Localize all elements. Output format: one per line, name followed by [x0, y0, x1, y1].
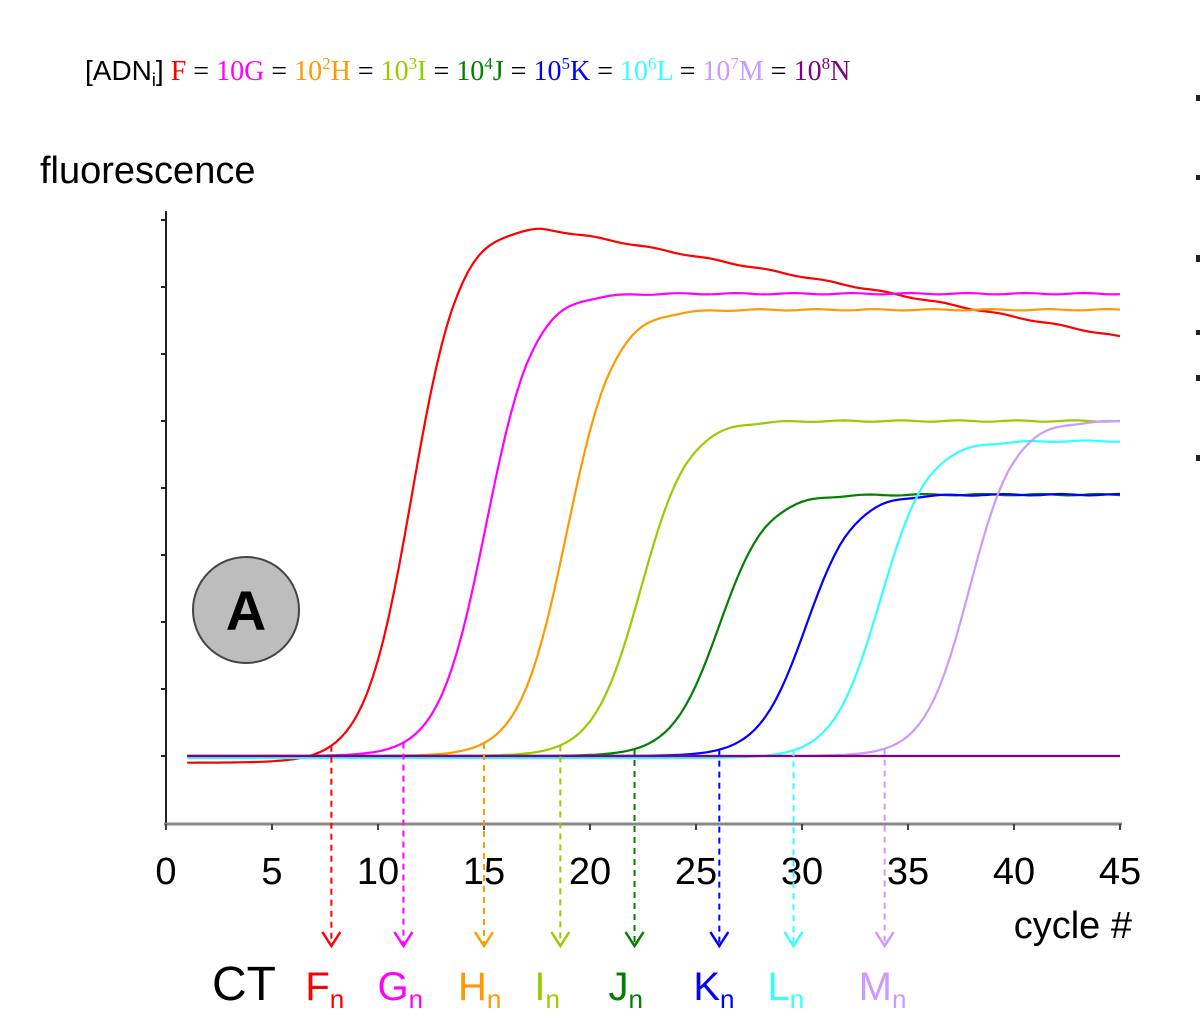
eq-term-k-base: 10 [533, 56, 561, 87]
eq-sep-13: = [673, 56, 703, 87]
eq-term-n-base: 10 [794, 56, 822, 87]
eq-sep-7: = [426, 56, 456, 87]
x-tick-label-35: 35 [887, 851, 929, 893]
ct-label-i: In [534, 965, 560, 1014]
x-ticks: 0 5 10 15 20 25 30 35 40 45 [155, 824, 1141, 893]
eq-term-j-exp: 4 [484, 54, 493, 73]
x-tick-label-40: 40 [993, 851, 1035, 893]
x-tick-label-0: 0 [155, 851, 176, 893]
curve-l [187, 439, 1121, 760]
eq-term-n-letter: N [830, 56, 850, 87]
eq-term-m-letter: M [739, 56, 764, 87]
x-axis-label: cycle # [1014, 905, 1132, 947]
eq-term-m-base: 10 [702, 56, 730, 87]
eq-term-k-exp: 5 [561, 54, 570, 73]
eq-term-j-base: 10 [456, 56, 484, 87]
eq-term-i-letter: I [417, 56, 426, 87]
ct-arrow-m [874, 931, 895, 949]
eq-term-g: 10G [216, 56, 264, 87]
x-tick-label-5: 5 [261, 851, 282, 893]
y-ticks [161, 219, 166, 757]
ct-arrow-h [473, 931, 495, 949]
eq-sep-11: = [590, 56, 620, 87]
curve-f [187, 227, 1121, 764]
eq-term-j-letter: J [493, 56, 504, 87]
eq-term-l-exp: 6 [648, 54, 657, 73]
panel-badge: A [192, 556, 300, 664]
x-tick-label-10: 10 [357, 851, 399, 893]
ct-arrow-j [624, 931, 645, 949]
curve-i [187, 419, 1121, 758]
eq-sep-1: = [186, 56, 216, 87]
ct-label-m: Mn [859, 965, 907, 1014]
axes [164, 211, 1122, 826]
x-tick-label-30: 30 [781, 851, 823, 893]
ct-arrow-f [321, 931, 342, 949]
eq-term-k-letter: K [570, 56, 590, 87]
curve-g [187, 291, 1121, 758]
x-tick-label-20: 20 [569, 851, 611, 893]
ct-label-k: Kn [693, 965, 734, 1014]
equation-label-close: ] [156, 55, 164, 86]
curve-j [187, 492, 1121, 758]
x-tick-label-25: 25 [675, 851, 717, 893]
equation-label-sub: i [152, 70, 156, 90]
y-axis-label: fluorescence [40, 150, 255, 192]
eq-sep-3: = [264, 56, 294, 87]
equation-label: [ADN [85, 55, 152, 86]
eq-term-i-base: 10 [381, 56, 409, 87]
ct-label-h: Hn [458, 965, 501, 1014]
ct-label-g: Gn [377, 965, 423, 1014]
eq-term-n-exp: 8 [822, 54, 831, 73]
ct-labels: Fn Gn Hn In Jn Kn Ln Mn [305, 965, 906, 1014]
curve-h [187, 307, 1121, 758]
ct-label-l: Ln [768, 965, 805, 1014]
ct-threshold-markers [321, 742, 895, 949]
ct-title: CT [212, 958, 276, 1011]
eq-term-i-exp: 3 [409, 54, 418, 73]
eq-term-h-letter: H [331, 56, 351, 87]
panel-badge-letter: A [226, 579, 266, 642]
ct-arrow-l [783, 931, 804, 949]
eq-term-f: F [164, 56, 187, 87]
eq-sep-5: = [351, 56, 381, 87]
ct-arrow-g [393, 931, 414, 949]
eq-term-h-base: 10 [294, 56, 322, 87]
eq-sep-15: = [764, 56, 794, 87]
ct-label-j: Jn [609, 965, 643, 1014]
cropped-right-edge [1196, 95, 1200, 461]
curve-k [187, 492, 1121, 758]
ct-label-f: Fn [305, 965, 344, 1014]
concentration-equation: [ADNi] F = 10G = 102H = 103I = 104J = 10… [85, 54, 850, 90]
eq-term-l-base: 10 [620, 56, 648, 87]
eq-term-m-exp: 7 [730, 54, 739, 73]
eq-sep-9: = [504, 56, 534, 87]
curve-m [187, 419, 1121, 758]
eq-term-h-exp: 2 [322, 54, 331, 73]
x-tick-label-45: 45 [1099, 851, 1141, 893]
amplification-curves [187, 227, 1121, 764]
ct-arrow-k [709, 931, 730, 949]
ct-arrow-i [550, 931, 571, 949]
eq-term-l-letter: L [656, 56, 672, 87]
